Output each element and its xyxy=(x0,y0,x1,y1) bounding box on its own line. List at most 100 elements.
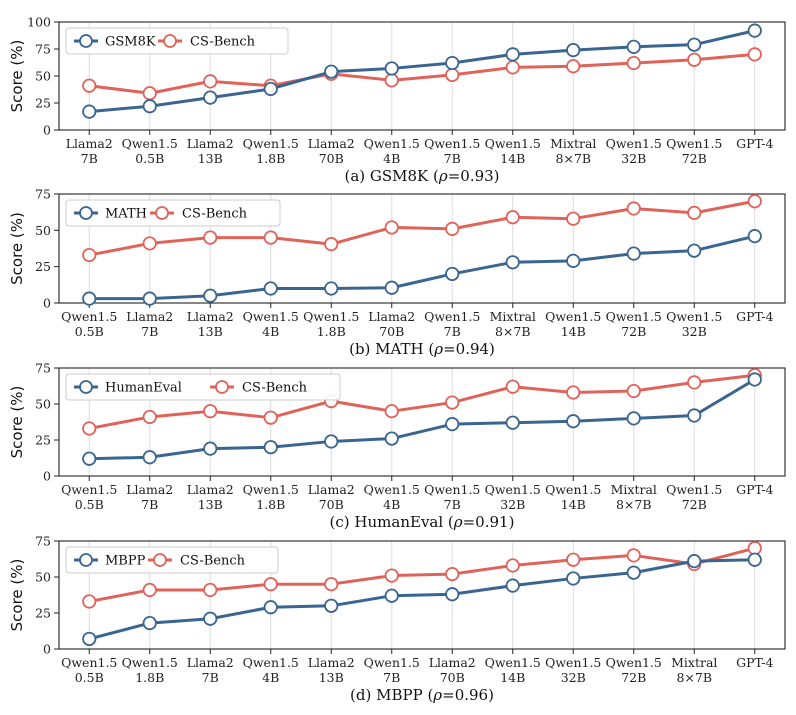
x-tick-label: Mixtral xyxy=(671,655,717,670)
x-tick-label: Qwen1.5 xyxy=(243,309,299,324)
y-tick-label: 75 xyxy=(35,187,51,202)
data-point-cs-bench xyxy=(747,541,762,556)
y-tick-label: 25 xyxy=(35,259,51,274)
plot-frame xyxy=(58,540,786,650)
data-point-cs-bench xyxy=(384,404,399,419)
chart-panel-1: 0255075100Llama27BQwen1.50.5BLlama213BQw… xyxy=(8,15,786,185)
x-tick-label: Qwen1.5 xyxy=(61,309,117,324)
y-tick-label: 0 xyxy=(43,123,51,138)
x-tick-label: 1.8B xyxy=(256,151,285,166)
x-tick-label: 0.5B xyxy=(75,324,104,339)
x-tick-label: 7B xyxy=(81,151,98,166)
legend-label: HumanEval xyxy=(105,381,182,396)
data-point-cs-bench xyxy=(384,73,399,88)
data-point-cs-bench xyxy=(445,221,460,236)
x-tick-label: 32B xyxy=(561,670,586,685)
legend-swatch-marker xyxy=(79,34,93,48)
legend-swatch-marker xyxy=(79,553,93,567)
data-point-cs-bench xyxy=(82,78,97,93)
data-point-cs-bench xyxy=(687,52,702,67)
data-point-cs-bench xyxy=(566,59,581,74)
x-tick-label: Llama2 xyxy=(308,482,355,497)
x-tick-label: Mixtral xyxy=(550,136,596,151)
x-tick-label: 7B xyxy=(202,670,219,685)
data-point-cs-bench xyxy=(203,74,218,89)
data-point-cs-bench xyxy=(142,236,157,251)
data-point-model xyxy=(626,565,641,580)
x-tick-label: Qwen1.5 xyxy=(61,482,117,497)
series-line-model xyxy=(89,378,756,461)
panel-caption: (b) MATH (ρ=0.94) xyxy=(349,340,495,358)
x-tick-label: 8×7B xyxy=(616,497,652,512)
caption-rho: ρ xyxy=(453,513,463,531)
data-point-cs-bench xyxy=(626,548,641,563)
x-tick-label: 13B xyxy=(198,324,223,339)
y-tick-label: 0 xyxy=(43,296,51,311)
data-point-cs-bench xyxy=(687,375,702,390)
x-tick-label: 72B xyxy=(621,670,646,685)
data-point-cs-bench xyxy=(324,577,339,592)
data-point-cs-bench xyxy=(263,230,278,245)
data-point-model xyxy=(505,578,520,593)
x-tick-label: 0.5B xyxy=(75,670,104,685)
data-point-model xyxy=(142,615,157,631)
legend-label: CS-Bench xyxy=(190,35,256,50)
caption-text: (b) MATH ( xyxy=(349,340,434,358)
caption-rho: ρ xyxy=(432,686,442,704)
legend-swatch-marker xyxy=(155,206,169,220)
data-point-model xyxy=(747,372,762,387)
series-line-model xyxy=(89,29,756,114)
x-tick-label: 70B xyxy=(319,151,344,166)
data-point-model xyxy=(687,408,702,423)
x-tick-label: 4B xyxy=(262,324,279,339)
x-tick-label: Qwen1.5 xyxy=(606,136,662,151)
x-tick-label: Qwen1.5 xyxy=(364,136,420,151)
legend-swatch-marker xyxy=(163,34,177,48)
x-tick-label: 4B xyxy=(262,670,279,685)
legend-label: GSM8K xyxy=(105,35,156,50)
x-tick-label: Qwen1.5 xyxy=(424,136,480,151)
data-point-cs-bench xyxy=(82,594,97,609)
x-tick-label: Llama2 xyxy=(126,309,173,324)
x-tick-label: Qwen1.5 xyxy=(364,655,420,670)
panel-caption: (d) MBPP (ρ=0.96) xyxy=(350,686,494,704)
x-tick-label: 8×7B xyxy=(676,670,712,685)
legend-box xyxy=(65,373,341,401)
data-point-model xyxy=(566,414,581,429)
x-tick-label: Mixtral xyxy=(611,482,657,497)
data-point-cs-bench xyxy=(203,230,218,245)
x-tick-label: Qwen1.5 xyxy=(61,655,117,670)
x-tick-label: Qwen1.5 xyxy=(243,136,299,151)
chart-panel-2: 0255075Qwen1.50.5BLlama27BLlama213BQwen1… xyxy=(8,187,786,358)
data-point-model xyxy=(626,411,641,426)
series-line-model xyxy=(88,558,755,641)
x-tick-label: Qwen1.5 xyxy=(545,655,601,670)
data-point-model xyxy=(566,42,581,58)
x-tick-label: 7B xyxy=(444,324,461,339)
x-tick-label: 13B xyxy=(198,151,223,166)
data-point-model xyxy=(445,55,460,71)
data-point-model xyxy=(384,280,399,295)
x-tick-label: Qwen1.5 xyxy=(606,655,662,670)
caption-value: =0.96) xyxy=(442,686,494,704)
data-point-cs-bench xyxy=(626,201,641,216)
y-tick-label: 75 xyxy=(35,42,51,57)
x-tick-label: Mixtral xyxy=(490,309,536,324)
x-tick-label: 14B xyxy=(500,151,525,166)
data-point-cs-bench xyxy=(142,409,157,425)
series-line-cs-bench xyxy=(88,199,756,257)
chart-panel-4: 0255075Qwen1.50.5BQwen1.51.8BLlama27BQwe… xyxy=(8,534,786,704)
legend-label: MATH xyxy=(105,207,147,222)
data-point-cs-bench xyxy=(505,379,520,394)
panel-caption: (a) GSM8K (ρ=0.93) xyxy=(344,167,499,185)
y-tick-label: 75 xyxy=(35,361,51,376)
y-tick-label: 25 xyxy=(35,433,51,448)
caption-text: (d) MBPP ( xyxy=(350,686,433,704)
data-point-model xyxy=(747,229,762,244)
x-tick-label: 4B xyxy=(383,497,400,512)
x-tick-label: Qwen1.5 xyxy=(666,482,722,497)
x-tick-label: Qwen1.5 xyxy=(485,482,541,497)
caption-value: =0.93) xyxy=(448,167,500,185)
x-tick-label: 0.5B xyxy=(75,497,104,512)
data-point-model xyxy=(263,600,278,615)
